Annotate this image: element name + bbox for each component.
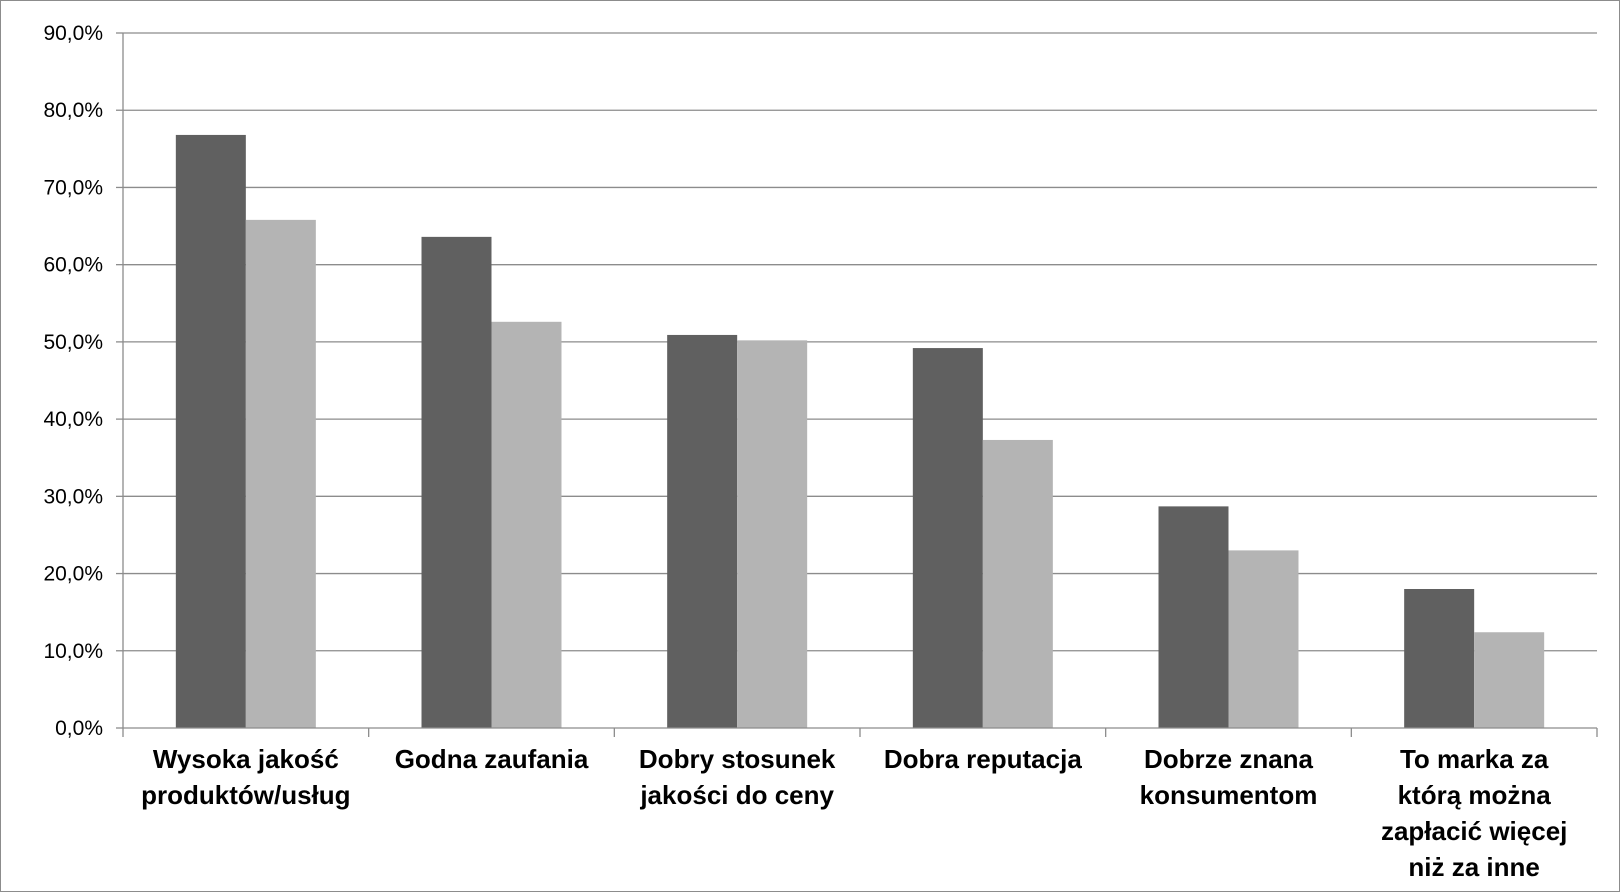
x-axis-category-label: Godna zaufania — [395, 744, 589, 774]
x-axis-category-label: zapłacić więcej — [1381, 816, 1567, 846]
x-axis-category-label: jakości do ceny — [639, 780, 834, 810]
axes — [116, 32, 1598, 737]
y-axis-tick-label: 70,0% — [43, 176, 103, 199]
x-axis-category-labels: Wysoka jakość produktów/usług Godna zaufan… — [141, 744, 1567, 882]
y-axis-tick-label: 90,0% — [43, 22, 103, 45]
x-axis-category-label: produktów/usług — [141, 780, 350, 810]
y-axis-tick-label: 80,0% — [43, 99, 103, 122]
bar-series-2 — [737, 340, 808, 728]
bar-series-2 — [245, 219, 316, 728]
y-axis-tick-label: 0,0% — [55, 717, 103, 740]
bar-series-2 — [1228, 550, 1299, 728]
y-axis-tick-label: 10,0% — [43, 640, 103, 663]
x-axis-category-label: Dobra reputacja — [884, 744, 1082, 774]
bar-series-1 — [175, 134, 246, 728]
y-axis-tick-labels: 0,0% 10,0% 20,0% 30,0% 40,0% 50,0% 60,0% 70,0% 8… — [43, 22, 103, 740]
bars — [175, 134, 1545, 728]
y-axis-tick-label: 50,0% — [43, 331, 103, 354]
x-axis-category-label: Wysoka jakość — [153, 744, 339, 774]
x-axis-category-label: Dobrze znana — [1144, 744, 1314, 774]
y-axis-tick-label: 60,0% — [43, 254, 103, 277]
bar-series-1 — [667, 334, 738, 728]
x-axis-category-label: konsumentom — [1140, 780, 1318, 810]
gridlines — [123, 32, 1597, 652]
x-axis-category-label: Dobry stosunek — [639, 744, 836, 774]
x-axis-category-label: To marka za — [1400, 744, 1549, 774]
bar-series-2 — [1474, 632, 1545, 728]
y-axis-tick-label: 20,0% — [43, 563, 103, 586]
y-axis-tick-label: 40,0% — [43, 408, 103, 431]
bar-series-1 — [912, 348, 983, 728]
x-axis-category-label: niż za inne — [1408, 852, 1539, 882]
y-axis-tick-label: 30,0% — [43, 485, 103, 508]
bar-series-1 — [421, 236, 492, 728]
bar-series-1 — [1404, 589, 1475, 728]
bar-series-2 — [491, 321, 562, 728]
x-axis-category-label: którą można — [1398, 780, 1552, 810]
bar-series-2 — [982, 439, 1053, 728]
bar-series-1 — [1158, 506, 1229, 728]
